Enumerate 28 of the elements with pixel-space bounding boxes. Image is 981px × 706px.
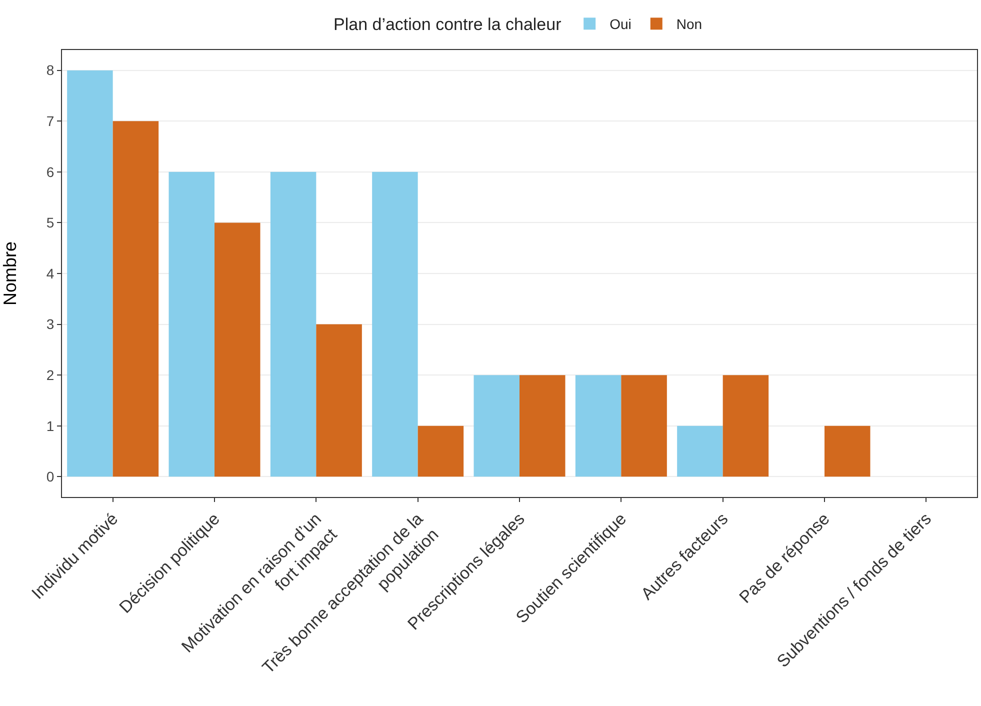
bar — [316, 324, 362, 477]
y-tick-label: 2 — [46, 366, 54, 383]
bar — [520, 375, 566, 477]
y-tick-label: 1 — [46, 418, 54, 434]
bar — [67, 70, 113, 477]
bar — [621, 375, 667, 477]
y-tick-label: 4 — [46, 265, 54, 282]
bar — [214, 222, 260, 477]
bar — [824, 426, 870, 477]
y-tick-label: 3 — [46, 316, 54, 332]
y-tick-label: 5 — [46, 214, 54, 231]
bar — [418, 426, 464, 477]
bar — [722, 375, 769, 477]
bar — [270, 172, 316, 477]
legend-label: Oui — [610, 16, 632, 32]
bar — [575, 375, 622, 477]
legend-title: Plan d’action contre la chaleur — [334, 15, 562, 34]
bar — [372, 172, 418, 477]
bar — [112, 121, 159, 477]
y-tick-label: 8 — [46, 62, 54, 78]
bar — [168, 172, 214, 477]
y-tick-label: 0 — [46, 468, 54, 485]
y-axis-title: Nombre — [0, 241, 20, 306]
bar — [677, 426, 723, 477]
y-tick-label: 7 — [46, 113, 54, 130]
legend-label: Non — [676, 16, 702, 32]
y-tick-label: 6 — [46, 164, 54, 180]
bar — [474, 375, 520, 477]
